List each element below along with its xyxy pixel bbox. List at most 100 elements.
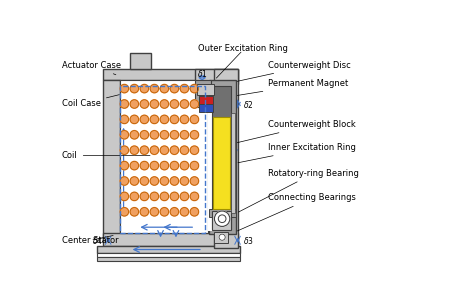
- Circle shape: [190, 192, 199, 201]
- Text: Outer Excitation Ring: Outer Excitation Ring: [198, 44, 288, 53]
- Circle shape: [190, 84, 199, 93]
- Bar: [97, 257, 240, 261]
- Bar: [212, 211, 231, 230]
- Circle shape: [140, 130, 149, 139]
- Text: Actuator Case: Actuator Case: [62, 61, 121, 75]
- Circle shape: [160, 177, 169, 185]
- Circle shape: [219, 215, 226, 223]
- Circle shape: [130, 177, 138, 185]
- Circle shape: [170, 177, 179, 185]
- Bar: [199, 104, 213, 112]
- Circle shape: [180, 115, 189, 124]
- Circle shape: [170, 84, 179, 93]
- Circle shape: [170, 161, 179, 170]
- Circle shape: [150, 84, 159, 93]
- Circle shape: [160, 84, 169, 93]
- Circle shape: [190, 177, 199, 185]
- Bar: [212, 86, 231, 229]
- Circle shape: [140, 161, 149, 170]
- Circle shape: [180, 84, 189, 93]
- Circle shape: [120, 84, 128, 93]
- Circle shape: [140, 207, 149, 216]
- Text: Counterweight Disc: Counterweight Disc: [217, 61, 351, 86]
- Circle shape: [140, 192, 149, 201]
- Text: Coil Case: Coil Case: [62, 95, 119, 108]
- Text: $\delta$3: $\delta$3: [243, 235, 254, 246]
- Bar: [209, 80, 236, 234]
- Bar: [208, 85, 213, 231]
- Text: $\delta$4: $\delta$4: [92, 235, 103, 246]
- Circle shape: [170, 207, 179, 216]
- Text: Rotatory-ring Bearing: Rotatory-ring Bearing: [238, 169, 359, 212]
- Circle shape: [120, 161, 128, 170]
- Bar: [195, 69, 237, 84]
- Circle shape: [120, 130, 128, 139]
- Circle shape: [160, 192, 169, 201]
- Circle shape: [140, 115, 149, 124]
- Circle shape: [150, 177, 159, 185]
- Circle shape: [130, 100, 138, 108]
- Circle shape: [190, 207, 199, 216]
- Circle shape: [130, 146, 138, 154]
- Circle shape: [219, 234, 225, 240]
- Circle shape: [160, 161, 169, 170]
- Bar: [198, 84, 214, 95]
- Bar: [214, 232, 228, 243]
- Circle shape: [190, 130, 199, 139]
- Circle shape: [170, 100, 179, 108]
- Bar: [231, 113, 235, 213]
- Circle shape: [180, 177, 189, 185]
- Circle shape: [190, 100, 199, 108]
- Circle shape: [190, 115, 199, 124]
- Circle shape: [120, 100, 128, 108]
- Circle shape: [130, 161, 138, 170]
- Circle shape: [160, 100, 169, 108]
- Text: Connecting Bearings: Connecting Bearings: [231, 194, 356, 234]
- Circle shape: [150, 161, 159, 170]
- Circle shape: [150, 146, 159, 154]
- Circle shape: [130, 84, 138, 93]
- Bar: [103, 80, 120, 242]
- Circle shape: [160, 207, 169, 216]
- Bar: [209, 210, 236, 217]
- Bar: [97, 252, 240, 257]
- Text: $\delta$1: $\delta$1: [197, 68, 208, 79]
- Circle shape: [170, 115, 179, 124]
- Bar: [214, 69, 237, 248]
- Circle shape: [190, 146, 199, 154]
- Circle shape: [180, 161, 189, 170]
- Circle shape: [150, 207, 159, 216]
- Circle shape: [180, 130, 189, 139]
- Text: $\delta$2: $\delta$2: [243, 98, 254, 110]
- Bar: [199, 96, 213, 104]
- Text: Permanent Magnet: Permanent Magnet: [216, 79, 348, 99]
- Circle shape: [150, 192, 159, 201]
- Circle shape: [120, 146, 128, 154]
- Circle shape: [120, 115, 128, 124]
- Circle shape: [160, 146, 169, 154]
- Circle shape: [170, 130, 179, 139]
- Circle shape: [214, 211, 230, 226]
- Circle shape: [180, 192, 189, 201]
- Circle shape: [140, 84, 149, 93]
- Circle shape: [120, 207, 128, 216]
- Circle shape: [180, 207, 189, 216]
- Circle shape: [190, 161, 199, 170]
- Circle shape: [140, 146, 149, 154]
- Bar: [199, 84, 209, 103]
- Circle shape: [130, 192, 138, 201]
- Circle shape: [150, 100, 159, 108]
- Circle shape: [120, 177, 128, 185]
- Circle shape: [130, 130, 138, 139]
- Circle shape: [170, 146, 179, 154]
- Bar: [120, 80, 208, 233]
- Bar: [213, 117, 230, 210]
- Bar: [120, 86, 205, 233]
- Text: Inner Excitation Ring: Inner Excitation Ring: [238, 143, 356, 163]
- Circle shape: [180, 100, 189, 108]
- Circle shape: [130, 115, 138, 124]
- Circle shape: [130, 207, 138, 216]
- Text: Center Stator: Center Stator: [62, 236, 118, 245]
- Circle shape: [140, 100, 149, 108]
- Circle shape: [150, 115, 159, 124]
